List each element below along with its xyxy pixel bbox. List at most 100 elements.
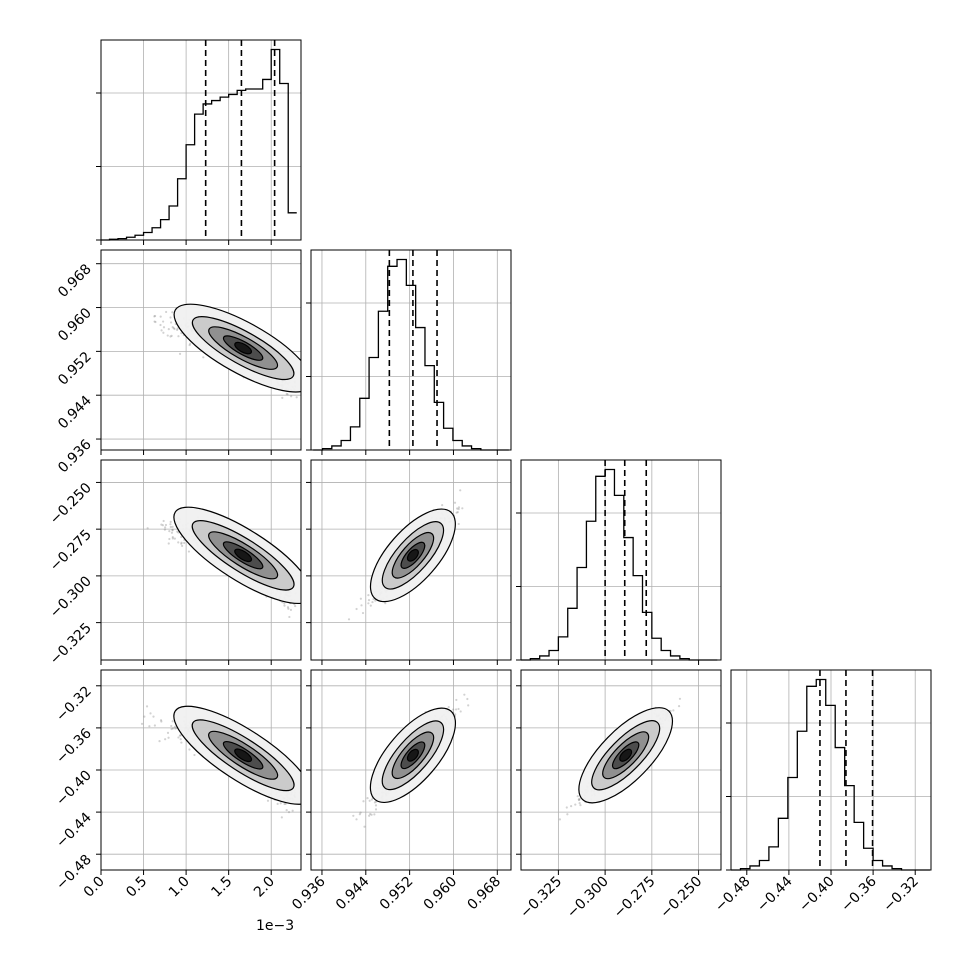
scatter-point [578, 798, 581, 802]
x-tick-label-3-3: −0.36 [838, 873, 880, 915]
x-tick-label-2-3: −0.250 [657, 874, 705, 922]
hist-panel-1 [306, 249, 512, 451]
x-tick-label-3-1: −0.44 [754, 873, 796, 915]
scatter-points [146, 506, 301, 619]
x-tick-label-1-0: 0.936 [289, 873, 329, 913]
scatter-point [148, 725, 151, 728]
scatter-point [374, 808, 378, 811]
hist-panel-3 [726, 669, 932, 871]
scatter-point [179, 738, 182, 741]
scatter-point [280, 816, 283, 819]
scatter-point [367, 599, 371, 602]
scatter-point [355, 818, 358, 821]
x-offset-label: 1e−3 [256, 918, 294, 934]
scatter-point [456, 511, 459, 514]
scatter-point [369, 812, 372, 816]
scatter-point [170, 724, 173, 728]
scatter-point [360, 604, 363, 607]
scatter-point [159, 323, 162, 327]
scatter-point [285, 392, 288, 396]
x-tick-label-0-0: 0.0 [81, 874, 108, 901]
scatter-point [384, 602, 387, 605]
scatter-point [164, 526, 167, 529]
axes-frame [100, 39, 302, 241]
y-tick-label-1-1: 0.944 [55, 393, 95, 433]
scatter-point [178, 734, 182, 737]
scatter-point [447, 705, 450, 709]
scatter-point [149, 712, 152, 715]
scatter-point [174, 727, 177, 730]
scatter-point [159, 315, 162, 318]
scatter-point [574, 803, 577, 806]
scatter-point [153, 314, 157, 318]
scatter-point [164, 738, 167, 741]
scatter-panel-2-3 [520, 669, 722, 871]
scatter-point [358, 813, 361, 816]
scatter-point [171, 529, 174, 532]
scatter-point [172, 326, 175, 330]
scatter-point [373, 801, 377, 804]
scatter-point [177, 335, 180, 338]
scatter-point [461, 507, 464, 510]
scatter-point [294, 604, 297, 608]
scatter-point [176, 530, 179, 533]
x-tick-label-0-3: 1.5 [208, 874, 235, 901]
scatter-point [171, 528, 174, 531]
scatter-point [153, 315, 156, 318]
scatter-point [166, 731, 170, 734]
y-tick-label-1-3: 0.960 [55, 305, 95, 345]
scatter-point [171, 727, 175, 730]
scatter-point [187, 550, 191, 553]
scatter-point [289, 608, 293, 611]
y-tick-label-1-2: 0.952 [55, 349, 95, 389]
scatter-point [153, 320, 156, 323]
scatter-point [170, 334, 173, 338]
y-tick-label-1-0: 0.936 [55, 437, 95, 477]
scatter-point [463, 693, 466, 696]
scatter-point [286, 606, 290, 609]
scatter-point [180, 741, 183, 744]
scatter-point [459, 710, 462, 713]
scatter-point [366, 797, 369, 800]
scatter-points [558, 697, 682, 821]
x-tick-label-0-2: 1.0 [166, 874, 193, 901]
scatter-point [566, 813, 569, 816]
scatter-point [565, 806, 568, 809]
scatter-point [283, 602, 286, 605]
scatter-point [176, 328, 179, 331]
y-tick-label-2-3: −0.250 [47, 480, 95, 528]
scatter-point [367, 602, 370, 605]
scatter-point [678, 697, 682, 700]
scatter-point [287, 607, 290, 610]
scatter-point [140, 722, 144, 725]
scatter-point [165, 310, 168, 314]
scatter-point [160, 720, 163, 723]
scatter-point [173, 537, 176, 540]
scatter-point [162, 326, 166, 329]
x-tick-label-3-0: −0.48 [712, 874, 754, 916]
y-tick-label-1-4: 0.968 [55, 261, 95, 301]
scatter-point [164, 523, 168, 527]
scatter-point [166, 334, 169, 337]
scatter-point [466, 697, 469, 701]
scatter-point [162, 519, 165, 523]
scatter-panel-0-3 [100, 669, 302, 871]
scatter-point [266, 799, 270, 802]
x-tick-label-1-1: 0.944 [333, 873, 373, 913]
scatter-point [288, 615, 291, 619]
scatter-point [578, 802, 581, 805]
scatter-point [457, 507, 460, 511]
scatter-point [162, 320, 165, 323]
scatter-point [374, 599, 377, 602]
scatter-point [170, 727, 173, 731]
scatter-point [290, 395, 293, 398]
scatter-panel-0-1 [100, 249, 302, 451]
scatter-point [181, 544, 184, 547]
scatter-point [173, 327, 176, 331]
scatter-point [146, 527, 149, 530]
x-tick-label-2-0: −0.325 [517, 874, 565, 922]
scatter-point [276, 802, 279, 805]
scatter-point [180, 542, 183, 545]
scatter-point [167, 736, 170, 739]
